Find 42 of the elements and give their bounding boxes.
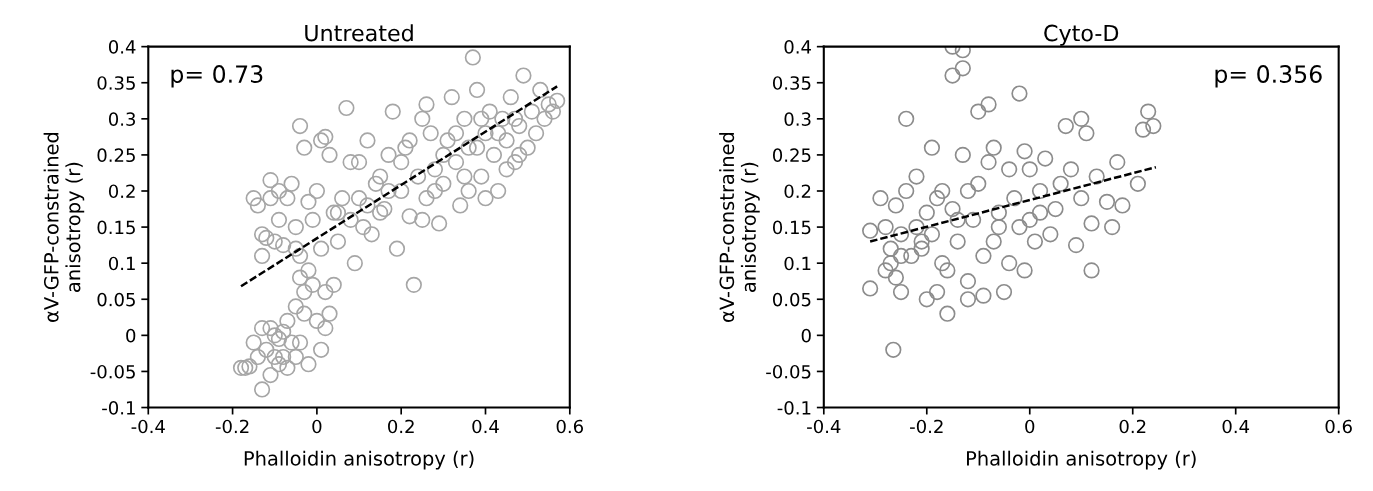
y-tick-label: 0	[801, 328, 811, 343]
y-tick-label: 0.25	[97, 148, 135, 163]
x-axis-title: Phalloidin anisotropy (r)	[967, 450, 1196, 470]
x-tick-label: 0.2	[388, 419, 414, 434]
y-tick-label: 0.1	[784, 256, 811, 271]
x-tick-label: 0	[312, 419, 322, 434]
chart-title: Untreated	[305, 24, 413, 42]
x-tick-label: -0.4	[807, 419, 841, 434]
y-tick-label: 0.2	[108, 184, 135, 199]
y-tick-label: 0.05	[97, 292, 135, 307]
x-tick-label: -0.4	[131, 419, 165, 434]
y-tick-label: -0.1	[102, 400, 135, 415]
y-tick-label: 0	[126, 328, 136, 343]
x-tick-label: 0.2	[1119, 419, 1146, 434]
x-tick-label: 0.6	[556, 419, 584, 434]
y-tick-label: 0.4	[108, 40, 136, 54]
y-tick-label: 0.05	[772, 292, 811, 307]
annotation: p= 0.73	[171, 65, 263, 88]
y-axis-title: αV-GFP-constrained anisotropy (r)	[719, 132, 760, 322]
x-tick-label: -0.2	[215, 419, 249, 434]
y-tick-label: -0.05	[90, 364, 135, 379]
y-tick-label: 0.4	[784, 40, 811, 54]
y-tick-label: -0.1	[777, 400, 811, 415]
y-tick-label: 0.2	[784, 184, 811, 199]
y-tick-label: 0.15	[772, 220, 811, 235]
x-tick-label: 0.6	[1325, 419, 1352, 434]
x-tick-label: 0.4	[1222, 419, 1250, 434]
y-tick-label: 0.3	[108, 112, 136, 126]
y-tick-label: 0.1	[108, 256, 135, 271]
x-tick-label: -0.2	[910, 419, 943, 434]
y-tick-label: 0.25	[772, 148, 811, 163]
x-axis-title: Phalloidin anisotropy (r)	[244, 450, 474, 470]
chart-title: Cyto-D	[1044, 24, 1119, 46]
y-tick-label: 0.35	[772, 76, 811, 90]
y-tick-label: 0.3	[784, 112, 811, 126]
y-tick-label: -0.05	[766, 364, 811, 379]
x-tick-label: 0	[1025, 419, 1035, 434]
y-axis-title: αV-GFP-constrained anisotropy (r)	[43, 132, 85, 322]
x-tick-label: 0.4	[472, 419, 499, 434]
annotation: p= 0.356	[1215, 65, 1322, 88]
y-tick-label: 0.15	[97, 220, 135, 235]
y-tick-label: 0.35	[97, 76, 135, 90]
